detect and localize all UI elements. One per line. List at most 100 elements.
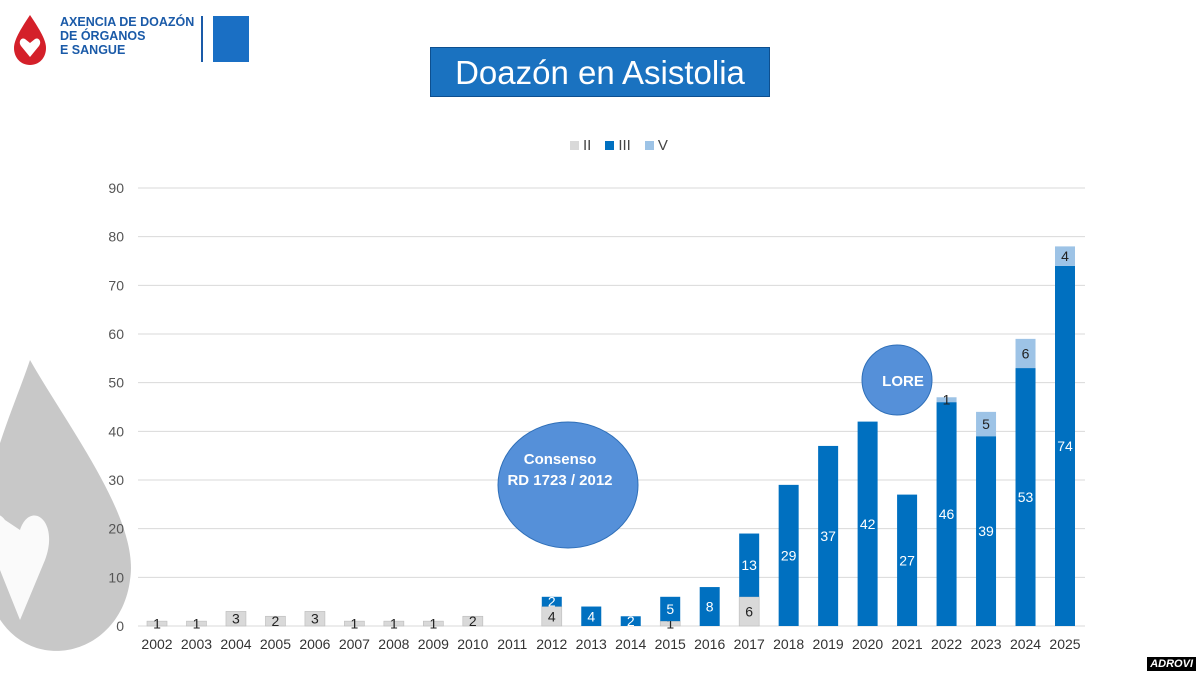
legend-item-ii: II xyxy=(570,137,591,154)
data-label: 42 xyxy=(860,516,876,532)
y-tick-label: 10 xyxy=(108,569,124,585)
data-label: 4 xyxy=(587,608,595,624)
data-label: 6 xyxy=(745,603,753,619)
data-label: 27 xyxy=(899,552,915,568)
x-tick-label: 2009 xyxy=(418,636,449,652)
x-tick-label: 2004 xyxy=(220,636,251,652)
bar-v xyxy=(976,411,997,437)
x-tick-label: 2013 xyxy=(576,636,607,652)
y-tick-label: 20 xyxy=(108,521,124,537)
bar-v xyxy=(936,397,957,403)
y-tick-label: 0 xyxy=(116,618,124,634)
x-tick-label: 2024 xyxy=(1010,636,1041,652)
bar-iii xyxy=(778,484,799,626)
bar-ii xyxy=(659,620,681,627)
legend-item-iii: III xyxy=(605,137,631,154)
y-tick-label: 60 xyxy=(108,326,124,342)
drop-heart-logo-icon xyxy=(14,15,46,65)
bar-iii xyxy=(818,445,839,626)
bar-ii xyxy=(462,615,484,627)
bar-ii xyxy=(225,611,247,627)
bar-ii xyxy=(186,620,207,627)
x-tick-label: 2015 xyxy=(655,636,686,652)
bar-iii xyxy=(581,606,602,626)
x-tick-label: 2020 xyxy=(852,636,883,652)
bar-iii xyxy=(541,596,562,607)
data-label: 53 xyxy=(1018,489,1034,505)
data-label: 46 xyxy=(939,506,955,522)
data-label: 2 xyxy=(272,613,280,629)
annotation-consenso xyxy=(497,421,639,549)
y-tick-label: 70 xyxy=(108,277,124,293)
bar-v xyxy=(1015,338,1036,369)
org-line: AXENCIA DE DOAZÓN xyxy=(60,15,195,29)
annotation-label: RD 1723 / 2012 xyxy=(507,472,612,489)
legend-label: V xyxy=(657,137,668,154)
y-tick-label: 80 xyxy=(108,229,124,245)
data-label: 2 xyxy=(548,594,556,610)
y-tick-label: 90 xyxy=(108,180,124,196)
x-tick-label: 2006 xyxy=(299,636,330,652)
data-label: 1 xyxy=(350,616,358,632)
data-label: 1 xyxy=(390,616,398,632)
data-label: 8 xyxy=(706,599,714,615)
legend-label: II xyxy=(583,137,592,154)
data-label: 37 xyxy=(820,528,836,544)
data-label: 2 xyxy=(469,613,477,629)
bar-iii xyxy=(857,421,878,626)
org-name: AXENCIA DE DOAZÓN DE ÓRGANOS E SANGUE xyxy=(60,15,194,57)
data-label: 4 xyxy=(1061,248,1069,264)
bar-iii xyxy=(660,596,681,622)
data-label: 3 xyxy=(311,611,319,627)
x-tick-label: 2021 xyxy=(892,636,923,652)
org-line: DE ÓRGANOS xyxy=(60,29,146,43)
data-label: 1 xyxy=(666,616,674,632)
data-label: 39 xyxy=(978,523,994,539)
x-tick-label: 2003 xyxy=(181,636,212,652)
y-tick-label: 50 xyxy=(108,375,124,391)
data-label: 1 xyxy=(193,616,201,632)
bar-iii xyxy=(936,402,957,626)
data-label: 4 xyxy=(548,608,556,624)
data-label: 74 xyxy=(1057,438,1073,454)
x-tick-label: 2016 xyxy=(694,636,725,652)
data-label: 5 xyxy=(982,416,990,432)
logo-divider xyxy=(201,16,203,62)
bar-ii xyxy=(304,611,326,627)
x-tick-label: 2023 xyxy=(970,636,1001,652)
x-tick-label: 2008 xyxy=(378,636,409,652)
bar-ii xyxy=(265,615,286,627)
bar-ii xyxy=(344,620,365,627)
bar-iii xyxy=(1055,265,1075,626)
x-tick-label: 2002 xyxy=(141,636,172,652)
bar-ii xyxy=(383,620,405,627)
x-tick-label: 2011 xyxy=(497,636,527,652)
x-tick-label: 2007 xyxy=(339,636,370,652)
bar-iii xyxy=(699,587,720,626)
bar-iii xyxy=(620,616,641,626)
x-tick-label: 2019 xyxy=(813,636,844,652)
x-tick-label: 2022 xyxy=(931,636,962,652)
annotation-label: Consenso xyxy=(524,451,597,468)
x-tick-label: 2018 xyxy=(773,636,804,652)
annotation-lore xyxy=(861,344,933,416)
annotation-label: LORE xyxy=(882,373,924,390)
y-tick-label: 30 xyxy=(108,472,124,488)
x-tick-label: 2025 xyxy=(1049,636,1080,652)
chart-legend: II III V xyxy=(570,137,668,154)
data-label: 2 xyxy=(627,613,635,629)
x-tick-label: 2010 xyxy=(457,636,488,652)
page-title: Doazón en Asistolia xyxy=(430,47,770,97)
legend-label: III xyxy=(618,137,631,154)
data-label: 1 xyxy=(943,392,951,408)
data-label: 6 xyxy=(1022,345,1030,361)
x-tick-label: 2014 xyxy=(615,636,646,652)
x-tick-label: 2005 xyxy=(260,636,291,652)
bar-iii xyxy=(897,494,918,626)
data-label: 3 xyxy=(232,611,240,627)
org-line: E SANGUE xyxy=(60,43,126,57)
data-label: 13 xyxy=(741,557,757,573)
xunta-crest-icon xyxy=(213,16,249,62)
